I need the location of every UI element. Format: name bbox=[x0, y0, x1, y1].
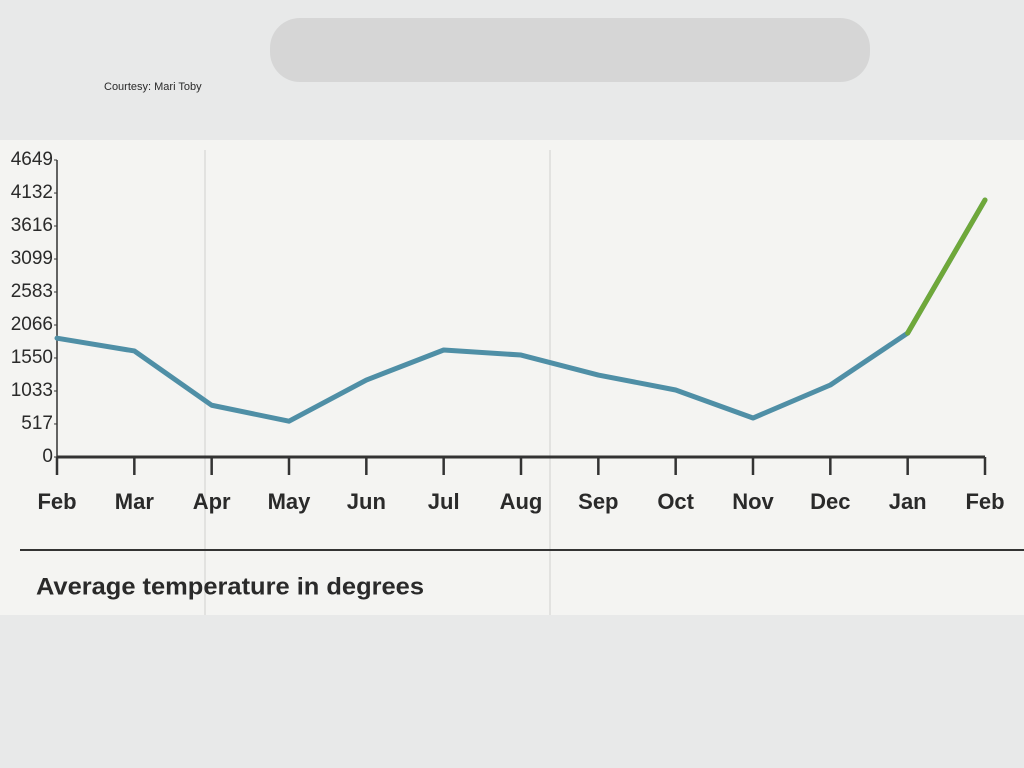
y-tick-label: 1033 bbox=[11, 380, 53, 401]
source-note: Courtesy: Mari Toby bbox=[104, 81, 202, 93]
y-tick-label: 4649 bbox=[11, 149, 53, 170]
y-tick-label: 3616 bbox=[11, 215, 53, 236]
x-tick-label: Jan bbox=[889, 489, 927, 514]
y-tick-label: 2066 bbox=[11, 314, 53, 335]
paper bbox=[0, 140, 1024, 615]
y-tick-label: 517 bbox=[21, 413, 53, 434]
y-tick-label: 4132 bbox=[11, 182, 53, 203]
blurred-title bbox=[270, 18, 870, 82]
y-tick-label: 2583 bbox=[11, 281, 53, 302]
x-tick-label: Jul bbox=[428, 489, 460, 514]
x-tick-label: Oct bbox=[657, 489, 694, 514]
x-tick-label: May bbox=[268, 489, 312, 514]
data-line bbox=[54, 197, 988, 424]
x-tick-label: Apr bbox=[193, 489, 231, 514]
x-tick-label: Feb bbox=[37, 489, 76, 514]
highlight-segment bbox=[905, 197, 988, 336]
x-tick-label: Sep bbox=[578, 489, 618, 514]
y-tick-label: 0 bbox=[42, 446, 53, 467]
caption: Average temperature in degrees bbox=[36, 573, 424, 600]
x-tick-label: Aug bbox=[500, 489, 543, 514]
y-tick-label: 3099 bbox=[11, 248, 53, 269]
x-tick-label: Feb bbox=[965, 489, 1004, 514]
x-tick-label: Nov bbox=[732, 489, 774, 514]
x-tick-label: Mar bbox=[115, 489, 155, 514]
x-tick-label: Jun bbox=[347, 489, 386, 514]
x-tick-label: Dec bbox=[810, 489, 850, 514]
y-tick-label: 1550 bbox=[11, 347, 53, 368]
